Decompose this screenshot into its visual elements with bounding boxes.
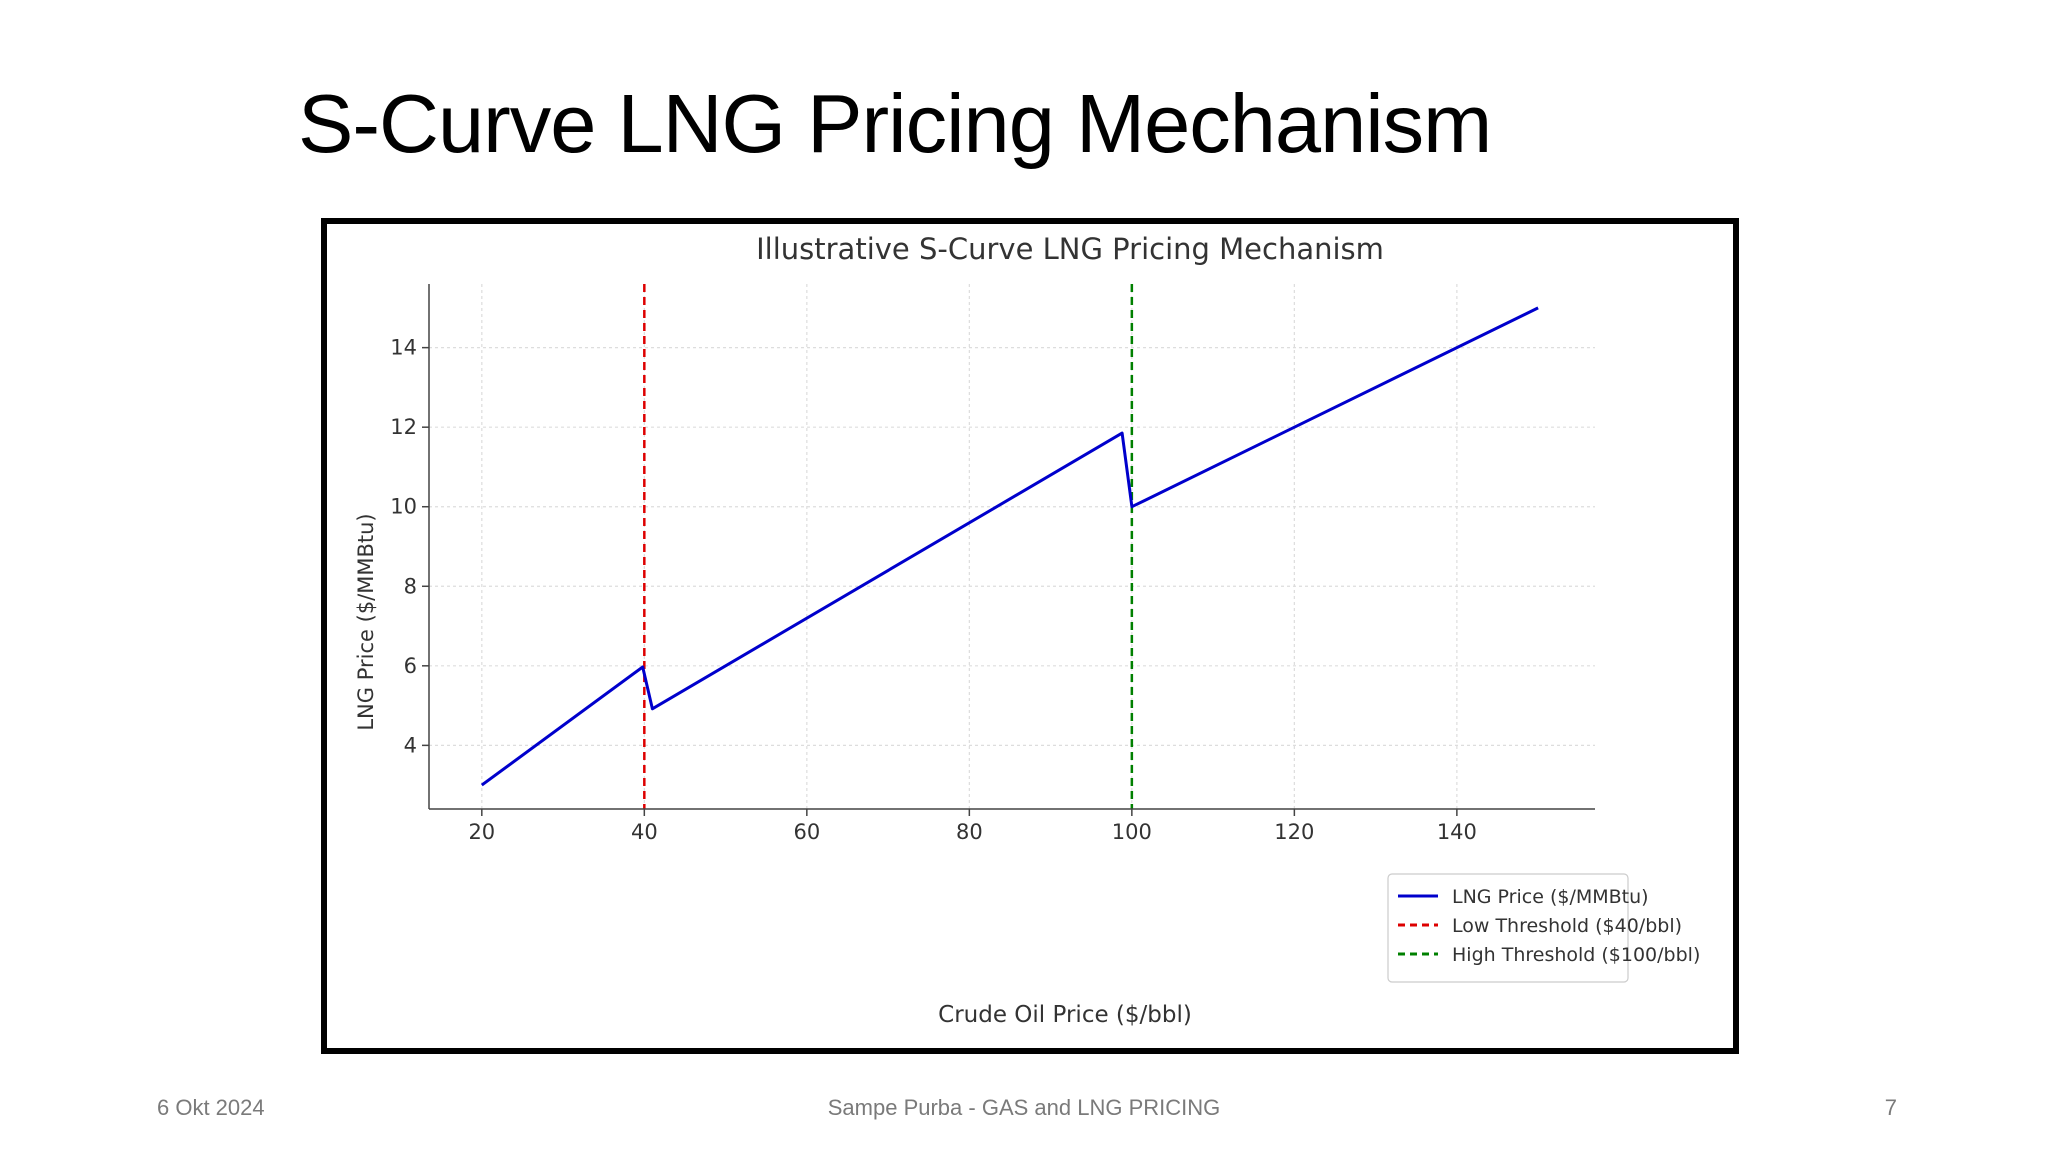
footer-presenter: Sampe Purba - GAS and LNG PRICING: [827, 1095, 1221, 1120]
y-tick-label: 10: [390, 495, 417, 519]
legend-box: [1387, 873, 1629, 983]
axes: 20 40 60 80 100 120 140 4 6 8 10 12 14: [390, 284, 1595, 844]
chart-title: Illustrative S-Curve LNG Pricing Mechani…: [756, 232, 1384, 266]
series: [480, 306, 1539, 787]
x-tick-label: 80: [956, 820, 983, 844]
x-tick-label: 100: [1112, 820, 1152, 844]
chart-frame: Illustrative S-Curve LNG Pricing Mechani…: [321, 218, 1739, 1054]
line-chart: Illustrative S-Curve LNG Pricing Mechani…: [354, 232, 1700, 1028]
y-axis-label: LNG Price ($/MMBtu): [354, 513, 378, 730]
page-number: 7: [1884, 1095, 1897, 1120]
footer-date: 6 Okt 2024: [157, 1095, 265, 1120]
grid: [429, 284, 1595, 809]
slide-title: S-Curve LNG Pricing Mechanism: [298, 77, 1492, 170]
threshold-lines: [643, 284, 1134, 809]
x-tick-label: 120: [1274, 820, 1314, 844]
legend-label: Low Threshold ($40/bbl): [1452, 915, 1682, 937]
legend: LNG Price ($/MMBtu) Low Threshold ($40/bb…: [1387, 873, 1700, 983]
x-tick-label: 40: [631, 820, 658, 844]
lng-price-line: [480, 306, 1539, 787]
x-tick-label: 20: [468, 820, 495, 844]
x-tick-label: 60: [793, 820, 820, 844]
x-axis-label: Crude Oil Price ($/bbl): [938, 1002, 1192, 1028]
y-tick-label: 8: [404, 574, 417, 598]
y-tick-label: 12: [390, 415, 417, 439]
legend-label: High Threshold ($100/bbl): [1452, 944, 1700, 966]
y-tick-label: 14: [390, 336, 417, 360]
y-tick-label: 4: [404, 733, 417, 757]
legend-label: LNG Price ($/MMBtu): [1452, 886, 1649, 908]
x-tick-label: 140: [1437, 820, 1477, 844]
y-tick-label: 6: [404, 654, 417, 678]
